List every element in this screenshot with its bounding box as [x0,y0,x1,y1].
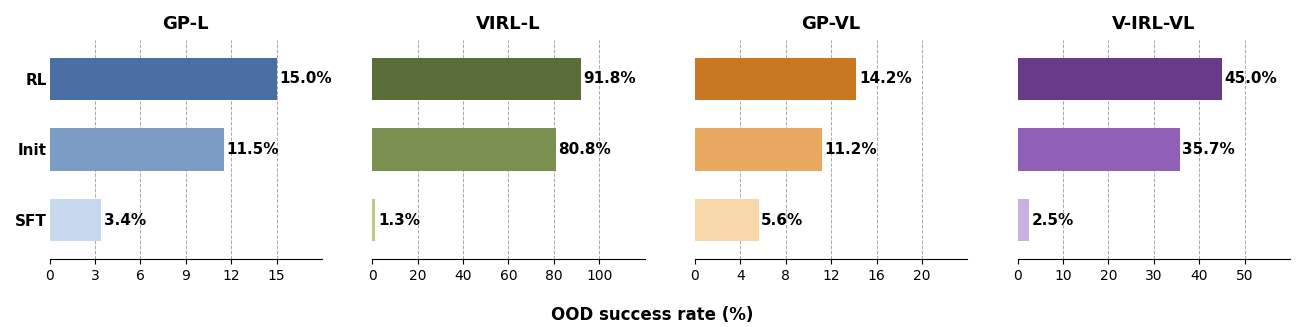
Text: 45.0%: 45.0% [1224,71,1278,86]
Text: 15.0%: 15.0% [279,71,331,86]
Text: 91.8%: 91.8% [583,71,636,86]
Text: 5.6%: 5.6% [761,213,804,228]
Text: 1.3%: 1.3% [378,213,420,228]
Title: VIRL-L: VIRL-L [476,15,540,33]
Bar [696,199,758,241]
Bar [696,128,822,171]
Bar [1018,199,1030,241]
Bar [1018,58,1221,100]
Bar [50,58,277,100]
Text: 80.8%: 80.8% [559,142,611,157]
Text: 2.5%: 2.5% [1032,213,1074,228]
Text: 3.4%: 3.4% [104,213,146,228]
Bar [696,58,856,100]
Bar [372,199,376,241]
Title: GP-VL: GP-VL [801,15,861,33]
Bar [372,128,556,171]
Bar [50,199,100,241]
Text: 14.2%: 14.2% [859,71,912,86]
Text: OOD success rate (%): OOD success rate (%) [551,306,754,324]
Bar [1018,128,1180,171]
Text: 35.7%: 35.7% [1182,142,1235,157]
Title: GP-L: GP-L [163,15,209,33]
Bar [50,128,223,171]
Bar [372,58,581,100]
Text: 11.5%: 11.5% [226,142,279,157]
Text: 11.2%: 11.2% [825,142,877,157]
Title: V-IRL-VL: V-IRL-VL [1112,15,1195,33]
